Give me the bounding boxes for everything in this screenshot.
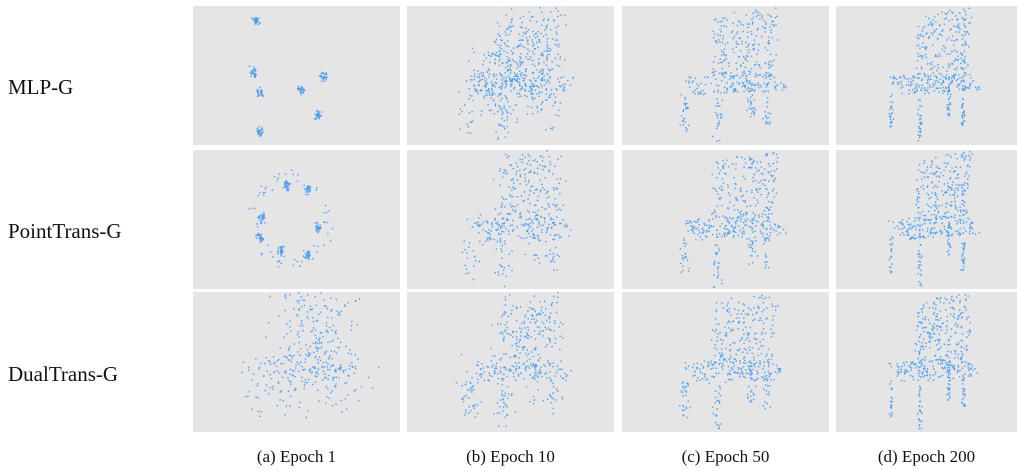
panel [407,292,614,432]
figure: MLP-G PointTrans-G DualTrans-G (a) Epoch 1 (… [0,0,1017,470]
caption: (d) Epoch 200 [878,447,975,466]
panel [622,150,829,289]
row-label: MLP-G [8,75,73,99]
panel [193,150,400,289]
panel [407,150,614,289]
panel [622,6,829,145]
panel [836,292,1017,432]
row-label: PointTrans-G [8,219,122,243]
panel [622,292,829,432]
panel [193,6,400,145]
panel [836,6,1017,145]
row-label: DualTrans-G [8,362,118,386]
caption: (c) Epoch 50 [682,447,770,466]
caption: (b) Epoch 10 [466,447,555,466]
caption: (a) Epoch 1 [257,447,336,466]
